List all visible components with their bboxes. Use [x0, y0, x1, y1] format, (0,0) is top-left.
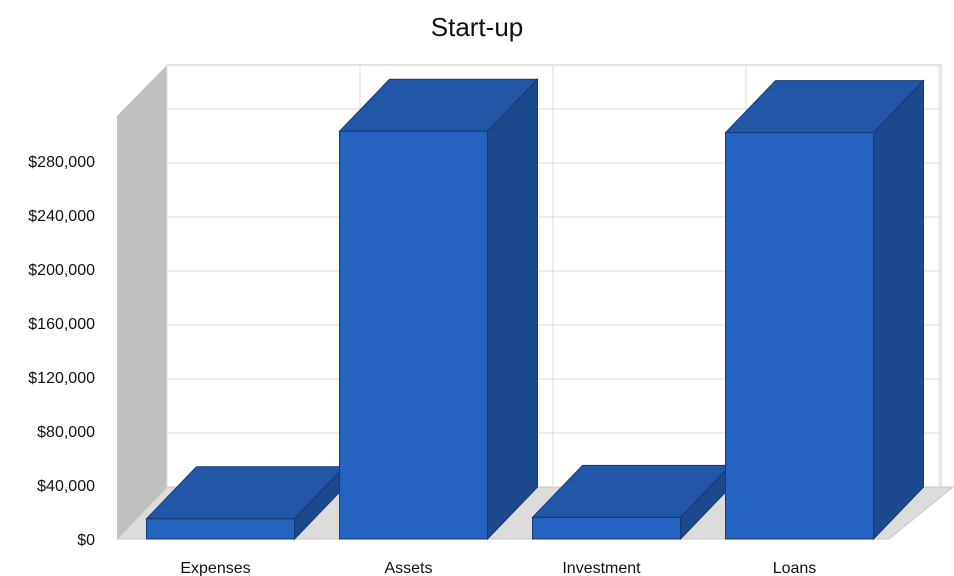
bar-side: [487, 78, 538, 541]
x-tick-label: Expenses: [180, 560, 250, 576]
y-tick-label: $120,000: [28, 370, 95, 387]
left-wall: [117, 65, 167, 539]
x-tick-label: Loans: [773, 560, 817, 576]
y-tick-label: $160,000: [28, 316, 95, 333]
y-tick-label: $80,000: [37, 424, 95, 441]
chart-title: Start-up: [430, 12, 524, 42]
y-tick-label: $280,000: [28, 154, 95, 171]
y-tick-label: $200,000: [28, 262, 95, 279]
x-tick-label: Assets: [384, 560, 432, 576]
bar: [146, 518, 295, 540]
y-tick-label: $40,000: [37, 478, 95, 495]
bar-side: [873, 79, 924, 541]
x-tick-label: Investment: [562, 560, 641, 576]
bar: [725, 132, 874, 540]
y-tick-label: $0: [77, 532, 95, 549]
y-tick-label: $240,000: [28, 208, 95, 225]
bar: [532, 516, 681, 540]
bar: [339, 130, 488, 540]
